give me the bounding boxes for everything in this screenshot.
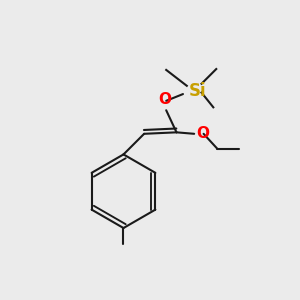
Text: Si: Si: [188, 82, 206, 100]
Text: O: O: [158, 92, 171, 107]
Text: O: O: [196, 126, 209, 141]
